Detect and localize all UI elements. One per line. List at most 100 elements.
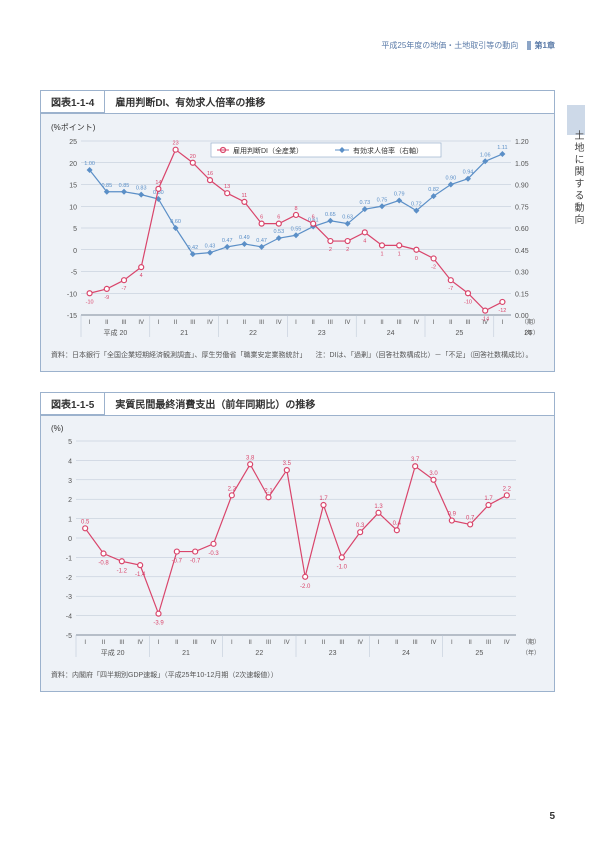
- svg-text:IV: IV: [504, 640, 510, 646]
- svg-text:1: 1: [398, 251, 401, 257]
- figure-2-notes: 資料：内閣府「四半期別GDP速報」（平成25年10-12月期（2次速報値））: [51, 671, 544, 681]
- svg-text:0.94: 0.94: [463, 170, 474, 176]
- svg-text:21: 21: [182, 650, 190, 657]
- svg-text:0.85: 0.85: [101, 183, 112, 189]
- svg-text:0: 0: [68, 536, 72, 543]
- svg-text:24: 24: [387, 330, 395, 337]
- svg-text:IV: IV: [284, 640, 290, 646]
- svg-text:II: II: [395, 640, 399, 646]
- svg-text:1: 1: [380, 251, 383, 257]
- svg-text:III: III: [486, 640, 491, 646]
- svg-text:-1.2: -1.2: [117, 568, 128, 574]
- svg-text:25: 25: [456, 330, 464, 337]
- svg-text:（年）: （年）: [521, 329, 539, 337]
- svg-text:6: 6: [312, 215, 315, 221]
- svg-text:IV: IV: [276, 320, 282, 326]
- figure-title: 実質民間最終消費支出（前年同期比）の推移: [105, 393, 554, 415]
- svg-text:0.65: 0.65: [325, 212, 336, 218]
- svg-text:0.7: 0.7: [466, 515, 475, 521]
- svg-text:8: 8: [294, 206, 297, 212]
- svg-text:-10: -10: [464, 299, 472, 305]
- svg-text:II: II: [105, 320, 109, 326]
- svg-text:1.06: 1.06: [480, 152, 491, 158]
- svg-text:0.9: 0.9: [448, 511, 457, 517]
- svg-text:0.72: 0.72: [411, 202, 422, 208]
- svg-text:IV: IV: [431, 640, 437, 646]
- svg-text:10: 10: [69, 204, 77, 211]
- svg-text:0.3: 0.3: [356, 523, 365, 529]
- svg-text:6: 6: [277, 215, 280, 221]
- svg-text:雇用判断DI（全産業）: 雇用判断DI（全産業）: [233, 146, 303, 155]
- figure-1-notes: 資料：日本銀行「全国企業短期経済観測調査」、厚生労働省「職業安定業務統計」 注：…: [51, 351, 544, 361]
- svg-text:-1.4: -1.4: [135, 572, 146, 578]
- svg-text:0.90: 0.90: [445, 176, 456, 182]
- svg-text:3: 3: [68, 478, 72, 485]
- svg-text:0.75: 0.75: [377, 197, 388, 203]
- svg-text:3.7: 3.7: [411, 457, 420, 463]
- figure-number: 図表1-1-5: [41, 393, 105, 415]
- svg-text:II: II: [102, 640, 106, 646]
- svg-text:IV: IV: [137, 640, 143, 646]
- svg-text:2.1: 2.1: [264, 488, 273, 494]
- svg-text:-5: -5: [71, 270, 77, 277]
- svg-text:III: III: [121, 320, 126, 326]
- y-axis-label: (%): [51, 424, 544, 433]
- svg-text:0: 0: [415, 256, 418, 262]
- svg-text:-12: -12: [498, 308, 506, 314]
- svg-text:I: I: [158, 320, 160, 326]
- svg-text:22: 22: [249, 330, 257, 337]
- svg-text:0.15: 0.15: [515, 291, 529, 298]
- svg-text:II: II: [449, 320, 453, 326]
- svg-text:-15: -15: [67, 313, 77, 320]
- svg-text:13: 13: [224, 184, 230, 190]
- chart-1-svg: -15-10-505101520250.000.150.300.450.600.…: [51, 135, 541, 345]
- svg-text:有効求人倍率（右軸）: 有効求人倍率（右軸）: [353, 146, 423, 155]
- svg-text:0.82: 0.82: [428, 187, 439, 193]
- svg-text:-9: -9: [104, 295, 109, 301]
- svg-text:III: III: [119, 640, 124, 646]
- svg-text:-7: -7: [448, 286, 453, 292]
- svg-text:-0.7: -0.7: [190, 558, 201, 564]
- svg-text:I: I: [451, 640, 453, 646]
- svg-text:23: 23: [318, 330, 326, 337]
- svg-text:II: II: [468, 640, 472, 646]
- svg-text:-3: -3: [66, 594, 72, 601]
- svg-text:3.8: 3.8: [246, 455, 255, 461]
- svg-text:1.20: 1.20: [515, 139, 529, 146]
- svg-text:I: I: [84, 640, 86, 646]
- svg-text:II: II: [243, 320, 247, 326]
- svg-text:II: II: [174, 320, 178, 326]
- svg-text:20: 20: [69, 161, 77, 168]
- svg-text:II: II: [380, 320, 384, 326]
- svg-text:III: III: [328, 320, 333, 326]
- svg-text:4: 4: [363, 238, 366, 244]
- svg-text:5: 5: [68, 439, 72, 446]
- svg-text:11: 11: [242, 193, 248, 199]
- svg-text:0.83: 0.83: [136, 186, 147, 192]
- svg-text:15: 15: [69, 183, 77, 190]
- svg-text:-0.8: -0.8: [98, 560, 109, 566]
- svg-text:-10: -10: [67, 291, 77, 298]
- svg-text:III: III: [266, 640, 271, 646]
- svg-text:0.30: 0.30: [515, 270, 529, 277]
- svg-text:0.47: 0.47: [222, 238, 233, 244]
- svg-text:III: III: [259, 320, 264, 326]
- svg-text:-5: -5: [66, 633, 72, 640]
- svg-text:21: 21: [180, 330, 188, 337]
- svg-text:I: I: [158, 640, 160, 646]
- svg-text:0.42: 0.42: [187, 245, 198, 251]
- svg-text:平成 20: 平成 20: [101, 648, 125, 657]
- svg-text:1.3: 1.3: [374, 504, 383, 510]
- svg-text:0.75: 0.75: [515, 204, 529, 211]
- chart-2-svg: -5-4-3-2-1012345IIIIIIIVIIIIIIIVIIIIIIIV…: [51, 435, 541, 665]
- svg-text:4: 4: [140, 273, 143, 279]
- svg-text:0.55: 0.55: [291, 226, 302, 232]
- svg-text:III: III: [193, 640, 198, 646]
- svg-text:IV: IV: [207, 320, 213, 326]
- svg-text:-2: -2: [66, 575, 72, 582]
- svg-text:I: I: [364, 320, 366, 326]
- svg-text:（年）: （年）: [522, 649, 540, 657]
- svg-text:1.05: 1.05: [515, 161, 529, 168]
- svg-text:1.7: 1.7: [484, 496, 493, 502]
- svg-text:I: I: [231, 640, 233, 646]
